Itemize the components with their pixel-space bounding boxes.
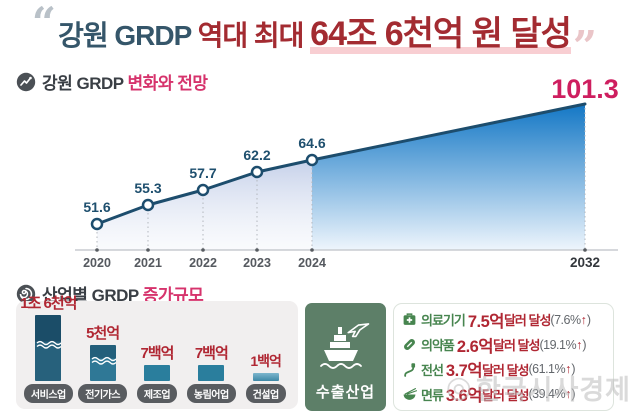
export-text: 달러 달성 [482, 362, 529, 378]
bar-category-pill: 제조업 [136, 384, 178, 403]
export-value: 3.7억 [445, 362, 483, 381]
title-highlight: 64조 6천억 원 달성 [310, 15, 572, 54]
year-2021: 2021 [134, 256, 162, 270]
bar-group-services: 1조 6천억 서비스업 [20, 292, 77, 403]
bar-group-construction: 1백억 건설업 [240, 351, 292, 403]
area-future [312, 104, 585, 250]
bar-construction [252, 373, 279, 381]
section2-label-pink: 증가규모 [142, 286, 204, 305]
export-text: 달러 달성 [493, 338, 540, 354]
bar-category-pill: 건설업 [245, 384, 286, 403]
bar-category-pill: 전기가스 [78, 384, 128, 403]
close-quote-icon: ” [572, 22, 598, 71]
area-past [97, 160, 312, 250]
export-paren: ) [571, 362, 576, 377]
export-percent: (19.1% [539, 337, 577, 352]
export-row-pharma: 의약품 2.6억 달러 달성 (19.1% ↑) [402, 333, 605, 357]
noodles-icon [403, 387, 417, 400]
bar-category-pill: 서비스업 [23, 384, 73, 403]
year-2032: 2032 [570, 255, 600, 270]
bar-group-manufacturing: 7백억 제조업 [131, 342, 183, 403]
up-arrow-icon: ↑ [565, 387, 572, 402]
value-label-2022: 57.7 [189, 165, 216, 181]
bar-value-label: 7백억 [194, 345, 229, 362]
open-quote-icon: “ [31, 0, 57, 47]
bar-group-agriculture: 7백억 농림어업 [185, 342, 237, 403]
bar-manufacturing [143, 365, 170, 381]
dotted-guides [96, 108, 586, 250]
page-title: “강원 GRDP 역대 최대 64조 6천억 원 달성” [0, 2, 629, 68]
export-row-medical-devices: 의료기기 7.5억 달러 달성 (7.6% ↑) [402, 308, 605, 332]
bar-category-pill: 농림어업 [186, 384, 236, 403]
section1-label-pink: 변화와 전망 [127, 74, 208, 93]
export-category: 의료기기 [421, 313, 466, 329]
section1-label-dark: 강원 GRDP [42, 74, 128, 93]
bar-value-label: 5천억 [86, 325, 120, 342]
trend-line [95, 102, 587, 226]
chart-circle-icon [16, 72, 36, 91]
bar-agriculture [198, 365, 225, 381]
value-label-2021: 55.3 [134, 180, 161, 196]
value-label-2023: 62.2 [243, 147, 270, 163]
value-label-2032-highlight: 101.3 [551, 74, 619, 104]
export-percent: (61.1% [528, 362, 566, 377]
year-2024: 2024 [298, 256, 326, 270]
title-prefix: 강원 GRDP [58, 20, 198, 51]
cable-icon [404, 363, 416, 377]
up-arrow-icon: ↑ [576, 337, 583, 352]
export-percent: (7.6% [550, 312, 581, 327]
export-paren: ) [586, 312, 591, 327]
grdp-area-chart: 51.6 55.3 57.7 62.2 64.6 101.3 2020 2021… [75, 74, 619, 270]
pill-icon [404, 339, 415, 351]
export-row-noodles: 면류 3.6억 달러 달성 (39.4% ↑) [402, 382, 605, 406]
target-circle-icon [16, 284, 36, 303]
export-text: 달러 달성 [503, 313, 551, 329]
export-paren: ) [582, 337, 586, 352]
export-stats-box: 의료기기 7.5억 달러 달성 (7.6% ↑) 의약품 2.6억 달러 달성 (19… [393, 303, 614, 411]
industry-bar-chart: 1조 6천억 서비스업 5천억 전기가스 7백억 제조업 7백억 농림어업 1백… [16, 295, 298, 409]
export-category: 전선 [421, 362, 444, 378]
bar-electric-gas [89, 345, 116, 381]
bar-value-label: 1조 6천억 [20, 295, 77, 312]
value-label-2024: 64.6 [298, 135, 325, 151]
data-point-markers [90, 153, 319, 231]
section2-label-dark: 산업별 GRDP [42, 286, 143, 305]
export-percent: (39.4% [528, 387, 566, 402]
bar-value-label: 7백억 [140, 345, 175, 362]
up-arrow-icon: ↑ [565, 362, 572, 377]
year-2022: 2022 [189, 256, 217, 270]
export-industry-badge: 수출산업 [305, 303, 386, 411]
export-paren: ) [571, 387, 576, 402]
export-badge-label: 수출산업 [315, 384, 376, 401]
section-header-grdp-change: 강원 GRDP 변화와 전망 [16, 69, 208, 94]
export-value: 7.5억 [467, 312, 505, 331]
title-emphasis: 역대 최대 [197, 20, 311, 51]
export-text: 달러 달성 [482, 387, 529, 403]
axis-break-wave-icon [91, 356, 116, 365]
export-category: 면류 [421, 387, 444, 403]
export-value: 3.6억 [445, 387, 483, 406]
up-arrow-icon: ↑ [580, 312, 587, 327]
export-value: 2.6억 [456, 337, 494, 356]
medical-kit-icon [403, 313, 416, 326]
year-2020: 2020 [83, 256, 111, 270]
bar-group-electric-gas: 5천억 전기가스 [77, 322, 129, 403]
axis-break-wave-icon [36, 340, 62, 349]
axis-tick-dots [95, 248, 587, 252]
value-label-2020: 51.6 [83, 199, 110, 215]
export-category: 의약품 [421, 338, 455, 354]
bar-value-label: 1백억 [250, 353, 282, 369]
section-header-industry: 산업별 GRDP 증가규모 [16, 281, 204, 306]
bar-services [35, 315, 62, 381]
export-row-cable: 전선 3.7억 달러 달성 (61.1% ↑) [402, 357, 605, 381]
year-2023: 2023 [243, 256, 271, 270]
ship-plane-icon [320, 323, 370, 369]
